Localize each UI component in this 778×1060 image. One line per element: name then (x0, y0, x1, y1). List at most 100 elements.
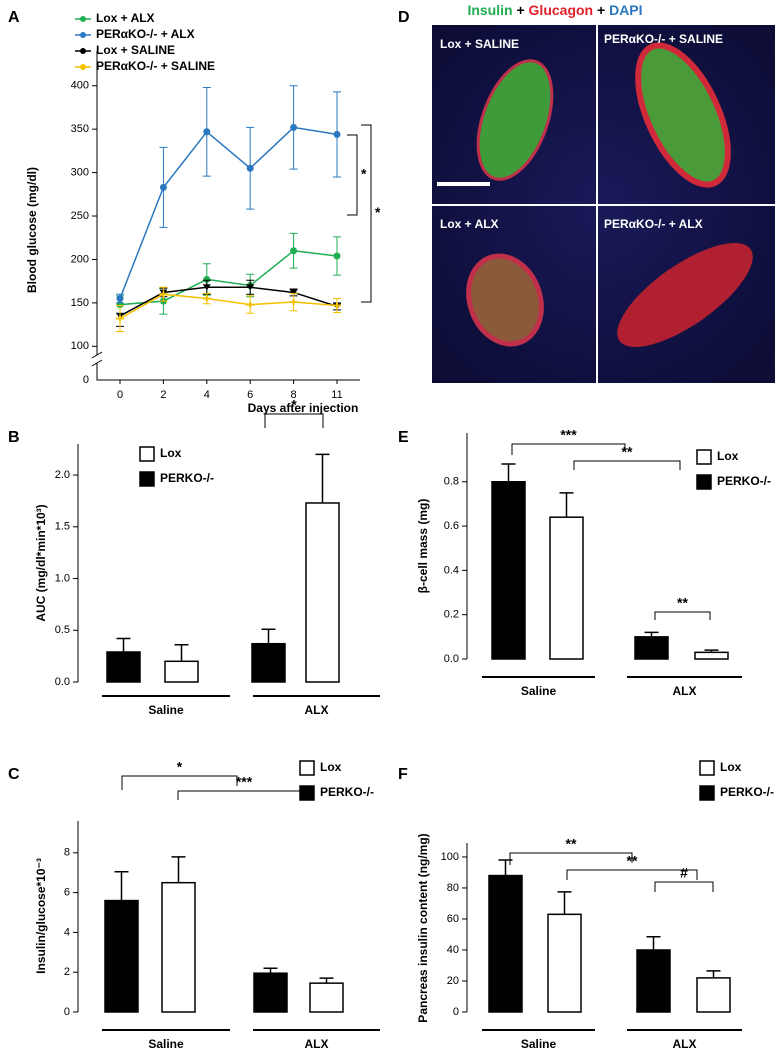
point (159, 183, 167, 191)
panel: 0 20 40 60 80 100 F Pancreas insulin content (n… (398, 760, 774, 1051)
panel: 0.0 0.2 0.4 0.6 0.8 Eβ-cell mass (mg) Saline AL… (398, 427, 771, 698)
error-bar (559, 492, 574, 518)
bar (104, 899, 139, 1013)
y-tick-label: 0.4 (444, 564, 459, 576)
plus: + (597, 2, 605, 18)
bar (696, 977, 731, 1013)
x-tick-label: 0 (117, 389, 123, 401)
annotation: *** (236, 774, 253, 790)
legend-label: PERKO-/- (720, 785, 774, 799)
x-tick-label: Saline (148, 703, 184, 717)
x-tick-label: 6 (247, 389, 253, 401)
stain: DAPI (609, 2, 642, 18)
bar (694, 651, 729, 660)
error-bar (116, 637, 131, 652)
panel-letter: D (398, 9, 410, 26)
y-tick-label: 40 (447, 944, 459, 956)
y-tick-label: 350 (71, 123, 89, 135)
point (289, 299, 298, 306)
stain: Insulin (467, 2, 512, 18)
quadrant-label: Lox + SALINE (440, 37, 519, 51)
annotation: # (680, 865, 688, 881)
y-tick-label: 8 (64, 847, 70, 859)
x-axis-label: Days after injection (248, 401, 359, 415)
y-tick-label: 0.8 (444, 476, 459, 488)
x-tick-label: ALX (305, 1037, 329, 1051)
y-tick-label: 1.5 (55, 521, 70, 533)
legend-label: PERαKO-/- + SALINE (96, 59, 215, 73)
significance-bracket (347, 134, 358, 216)
legend-swatch (696, 474, 712, 490)
axis-break (91, 351, 103, 367)
point (159, 291, 168, 298)
panel-d: D Insulin + Glucagon + DAPI Lox + SALINE… (398, 2, 775, 383)
legend-label: PERαKO-/- + ALX (96, 27, 195, 41)
legend-label: Lox (717, 449, 739, 463)
point (246, 164, 254, 172)
y-tick-label: 100 (71, 340, 89, 352)
legend-swatch (139, 471, 155, 487)
point (333, 302, 341, 309)
x-tick-label: 11 (331, 389, 342, 401)
legend-swatch (299, 785, 315, 801)
error-bar (501, 463, 516, 482)
bar (106, 651, 141, 683)
legend-label: Lox + SALINE (96, 43, 175, 57)
error-bar (315, 453, 330, 503)
x-tick-label: Saline (521, 1037, 557, 1051)
annotation: ** (627, 853, 638, 869)
point (203, 275, 211, 283)
stain-title: Insulin + Glucagon + DAPI (467, 2, 642, 18)
quadrant-label: PERαKO-/- + ALX (604, 217, 703, 231)
legend-swatch (696, 449, 712, 465)
point (246, 284, 255, 291)
y-tick-label: 0.6 (444, 520, 459, 532)
series-line (119, 249, 338, 306)
bar (305, 502, 340, 683)
plus: + (516, 2, 524, 18)
annotation: ** (677, 595, 688, 611)
point (116, 315, 124, 322)
annotation: * (375, 204, 381, 220)
significance-bracket (511, 443, 626, 455)
y-tick-label: 2 (64, 966, 70, 978)
annotation: ** (566, 836, 577, 852)
annotation: * (291, 397, 297, 413)
significance-bracket (509, 852, 633, 865)
panel-letter: F (398, 766, 408, 783)
y-tick-label: 100 (441, 851, 459, 863)
y-tick-label: 0.2 (444, 609, 459, 621)
annotation: *** (560, 427, 577, 443)
y-tick-label: 300 (71, 167, 89, 179)
y-axis-label: Pancreas insulin content (ng/mg) (416, 833, 430, 1022)
error-bar (171, 856, 186, 883)
bar (161, 881, 196, 1013)
x-tick-label: 2 (160, 389, 166, 401)
y-tick-label: 4 (64, 926, 70, 938)
significance-bracket (264, 413, 324, 428)
point (290, 123, 298, 131)
y-axis-label: Blood glucose (mg/dl) (25, 167, 39, 293)
legend-swatch (699, 760, 715, 776)
series-line (119, 293, 338, 320)
error-bar (706, 970, 721, 978)
legend-marker (80, 32, 86, 38)
bar (549, 516, 584, 660)
annotation: ** (622, 444, 633, 460)
error-bar (263, 967, 278, 974)
y-tick-label: 150 (71, 297, 89, 309)
x-tick-label: Saline (521, 684, 557, 698)
legend-label: Lox (160, 446, 182, 460)
y-tick-label: 0.5 (55, 624, 70, 636)
islet (466, 253, 544, 347)
legend-label: PERKO-/- (160, 471, 214, 485)
point (116, 295, 124, 303)
y-axis (96, 51, 360, 381)
y-tick-label: 0 (64, 1006, 70, 1018)
legend-marker (80, 16, 86, 22)
point (290, 247, 298, 255)
y-tick-label: 0 (83, 374, 89, 386)
x-tick-label: ALX (673, 1037, 697, 1051)
legend-swatch (699, 785, 715, 801)
